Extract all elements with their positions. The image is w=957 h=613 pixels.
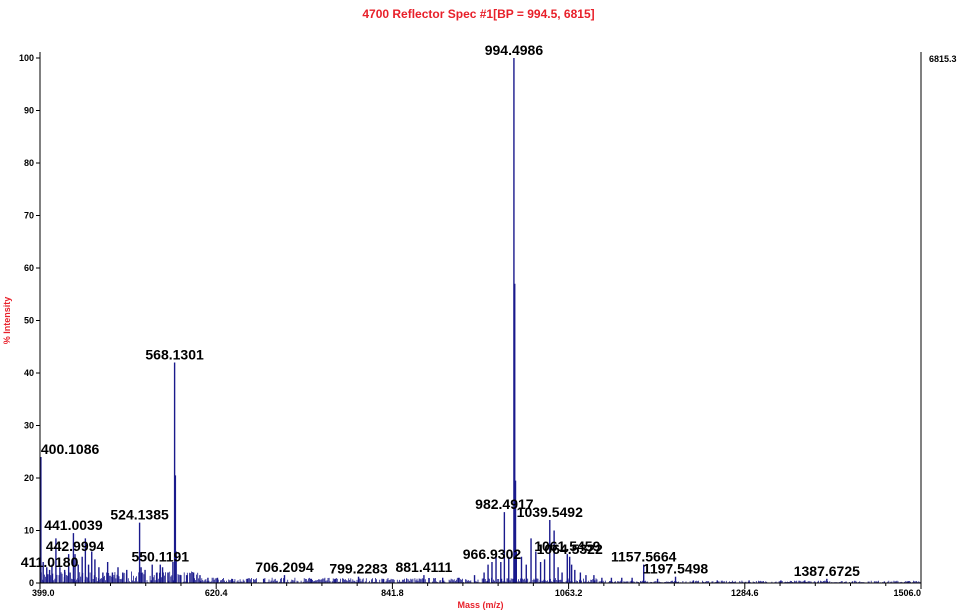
peak-label: 442.9994 — [46, 538, 105, 554]
max-intensity-label: 6815.3 — [929, 54, 957, 64]
x-axis-ticks: 399.0 620.4 841.8 1063.2 1284.6 1506.0 — [32, 583, 922, 598]
peak-label: 568.1301 — [145, 347, 204, 363]
peak-label: 799.2283 — [329, 561, 388, 577]
spectrum-peaks — [39, 58, 909, 583]
x-tick-label: 620.4 — [205, 588, 228, 598]
y-axis-ticks: 0 10 20 30 40 50 60 70 80 90 100 — [19, 53, 40, 588]
peak-label: 524.1385 — [110, 507, 169, 523]
peak-labels: 400.1086 411.0180 441.0039 442.9994 524.1385… — [21, 42, 860, 579]
y-axis-title: % Intensity — [2, 297, 12, 345]
peak-label: 1197.5498 — [643, 561, 709, 577]
x-axis-title: Mass (m/z) — [457, 600, 503, 610]
peak-label: 550.1191 — [131, 549, 189, 565]
y-tick-label: 30 — [24, 421, 34, 431]
y-tick-label: 100 — [19, 53, 34, 63]
peak-label: 706.2094 — [255, 559, 314, 575]
y-tick-label: 40 — [24, 368, 34, 378]
peak-label: 441.0039 — [44, 517, 103, 533]
peak-label: 1061.5459 — [534, 538, 600, 554]
peak-label: 881.4111 — [395, 559, 452, 575]
x-tick-label: 399.0 — [32, 588, 55, 598]
peak-label: 411.0180 — [21, 554, 79, 570]
peak-label: 994.4986 — [485, 42, 544, 58]
y-tick-label: 10 — [24, 526, 34, 536]
x-tick-label: 1506.0 — [893, 588, 921, 598]
peak-label: 1064.5322 — [537, 541, 603, 557]
x-tick-label: 1063.2 — [555, 588, 583, 598]
y-tick-label: 80 — [24, 158, 34, 168]
peak-label: 966.9302 — [463, 546, 522, 562]
peak-label: 1387.6725 — [794, 563, 860, 579]
y-tick-label: 50 — [24, 316, 34, 326]
y-tick-label: 20 — [24, 473, 34, 483]
chart-title: 4700 Reflector Spec #1[BP = 994.5, 6815] — [362, 7, 595, 21]
peak-label: 1039.5492 — [517, 504, 583, 520]
x-tick-label: 841.8 — [381, 588, 404, 598]
peak-label: 400.1086 — [41, 441, 100, 457]
y-tick-label: 60 — [24, 263, 34, 273]
y-tick-label: 0 — [29, 578, 34, 588]
peak-label: 1157.5664 — [611, 549, 677, 565]
y-tick-label: 70 — [24, 211, 34, 221]
x-tick-label: 1284.6 — [731, 588, 759, 598]
y-tick-label: 90 — [24, 106, 34, 116]
peak-label: 982.4917 — [475, 496, 534, 512]
